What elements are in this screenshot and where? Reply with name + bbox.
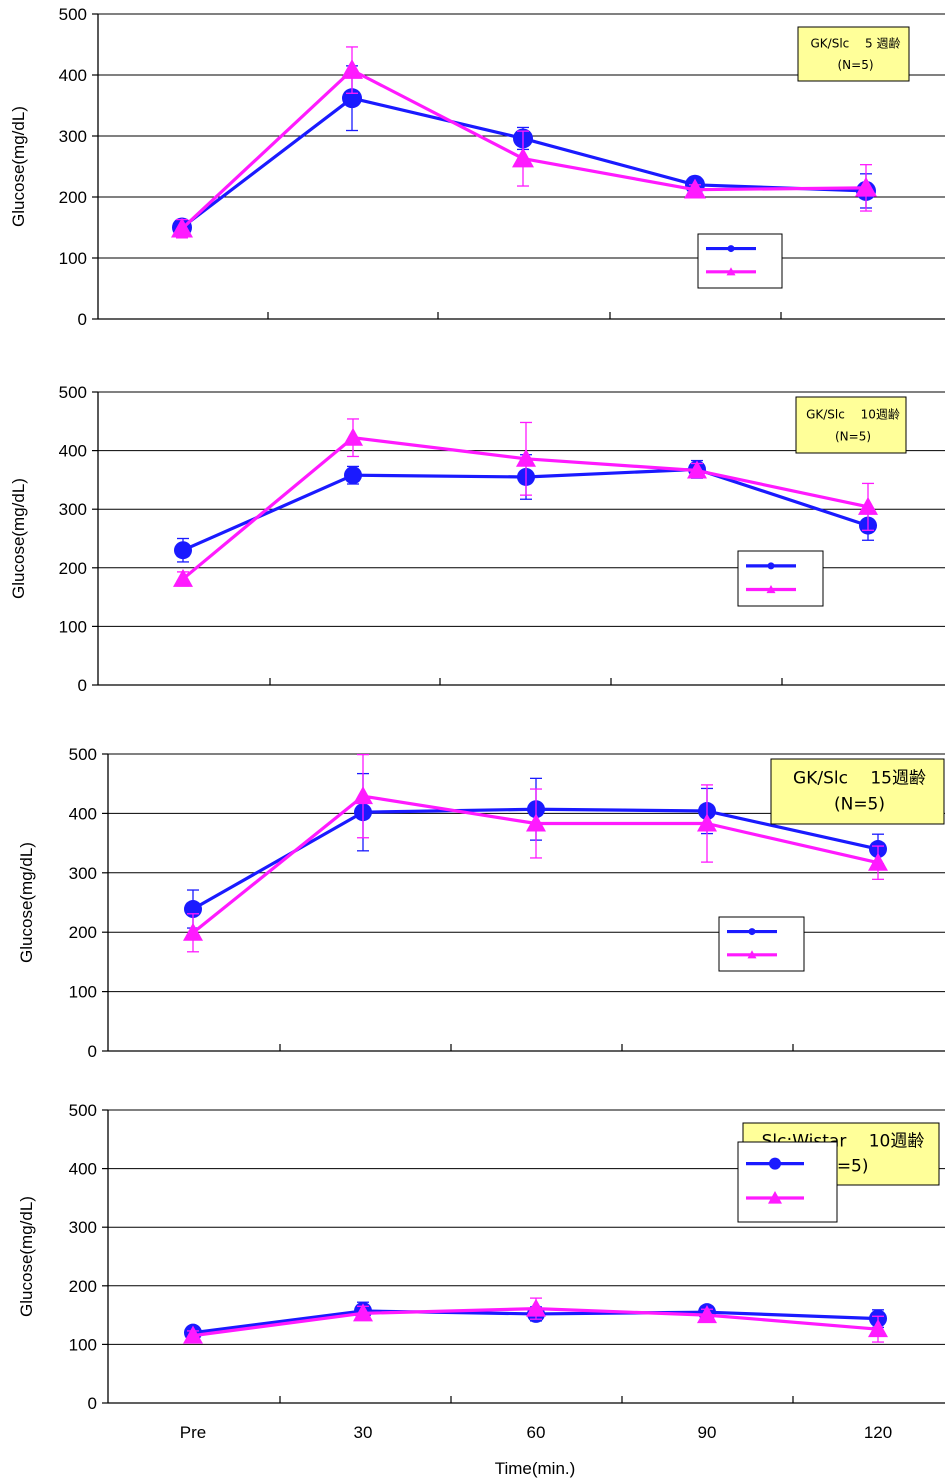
data-point-triangle (353, 1303, 373, 1322)
legend (697, 233, 783, 289)
annotation-text: (N=5) (834, 795, 885, 815)
y-axis-label: Glucose(mg/dL) (17, 1196, 36, 1317)
chart-panel-15wk: 0 100 200 300 400 500 Glucose(mg/dL) GK/Slc 15週… (17, 745, 945, 1061)
data-point-triangle (183, 922, 203, 941)
y-tick-label: 400 (59, 442, 87, 461)
y-tick-label: 300 (59, 500, 87, 519)
data-point-triangle (868, 1319, 888, 1338)
y-tick-label: 200 (69, 1277, 97, 1296)
y-tick-label: 500 (69, 1101, 97, 1120)
legend-marker-triangle (768, 1191, 782, 1204)
data-point-triangle (341, 59, 363, 79)
y-tick-label: 300 (69, 864, 97, 883)
data-point-triangle (868, 852, 888, 871)
data-point-triangle (697, 1305, 717, 1324)
y-tick-label: 500 (69, 745, 97, 764)
y-tick-label: 0 (88, 1042, 97, 1061)
y-tick-label: 0 (88, 1394, 97, 1413)
data-point-triangle (512, 147, 534, 168)
data-point-triangle (343, 427, 363, 446)
data-point-triangle (516, 448, 536, 467)
y-tick-label: 0 (78, 676, 87, 695)
data-point-triangle (687, 460, 707, 479)
annotation-text: (N=5) (837, 58, 873, 72)
y-tick-label: 200 (59, 559, 87, 578)
legend-marker-triangle (747, 950, 757, 959)
y-tick-label: 200 (69, 923, 97, 942)
chart-panel-wistar: 0 100 200 300 400 500 Glucose(mg/dL) Pre 30 60 90 1… (17, 1101, 945, 1478)
annotation-text: GK/Slc 15週齢 (793, 769, 926, 789)
chart-panel-5wk: 0 100 200 300 400 500 Glucose(mg/dL) GK/Slc 5 週… (9, 5, 945, 329)
legend (737, 1141, 838, 1223)
data-point-triangle (526, 813, 546, 832)
annotation-text: GK/Slc 10週齢 (806, 406, 900, 421)
y-tick-label: 500 (59, 5, 87, 24)
y-tick-label: 100 (69, 1335, 97, 1354)
data-point-triangle (684, 178, 706, 199)
legend-marker-circle (727, 245, 735, 253)
series-triangle (173, 418, 878, 587)
data-point-circle (344, 466, 362, 485)
data-point-triangle (526, 1298, 546, 1317)
chart-panel-10wk: 0 100 200 300 400 500 Glucose(mg/dL) GK/Slc 10週… (9, 383, 945, 695)
data-point-triangle (353, 786, 373, 805)
y-tick-label: 500 (59, 383, 87, 402)
data-point-triangle (171, 217, 193, 238)
annotation-box (795, 396, 907, 454)
annotation-text: (N=5) (835, 430, 871, 444)
y-axis-label: Glucose(mg/dL) (9, 106, 28, 227)
legend-marker-triangle (766, 585, 776, 594)
y-tick-label: 0 (78, 310, 87, 329)
y-tick-label: 100 (59, 249, 87, 268)
x-tick-label: 60 (527, 1423, 546, 1442)
y-tick-label: 100 (59, 617, 87, 636)
series-triangle (183, 1297, 888, 1344)
data-point-triangle (183, 1325, 203, 1344)
y-tick-label: 200 (59, 188, 87, 207)
x-axis-label: Time(min.) (495, 1459, 576, 1478)
y-axis-label: Glucose(mg/dL) (9, 478, 28, 599)
x-tick-label: Pre (180, 1423, 206, 1442)
annotation-text: GK/Slc 5 週齢 (810, 36, 900, 51)
legend-marker-triangle (726, 267, 736, 276)
legend (718, 916, 805, 972)
y-tick-label: 300 (69, 1218, 97, 1237)
series-triangle (171, 46, 877, 239)
data-point-triangle (173, 568, 193, 587)
annotation-box (797, 26, 910, 82)
series-triangle (183, 753, 888, 953)
annotation-box (770, 758, 945, 825)
x-tick-label: 120 (864, 1423, 892, 1442)
legend-marker-circle (769, 1157, 781, 1170)
y-tick-label: 400 (69, 1160, 97, 1179)
y-tick-label: 400 (59, 66, 87, 85)
y-tick-label: 400 (69, 804, 97, 823)
y-axis-label: Glucose(mg/dL) (17, 842, 36, 963)
y-tick-label: 300 (59, 127, 87, 146)
x-tick-label: 90 (698, 1423, 717, 1442)
data-point-circle (174, 541, 192, 560)
x-tick-label: 30 (354, 1423, 373, 1442)
legend-marker-circle (748, 928, 756, 936)
data-point-triangle (858, 496, 878, 515)
legend-marker-circle (767, 562, 775, 570)
legend (737, 550, 824, 607)
data-point-triangle (697, 813, 717, 832)
y-tick-label: 100 (69, 983, 97, 1002)
data-point-triangle (855, 176, 877, 197)
